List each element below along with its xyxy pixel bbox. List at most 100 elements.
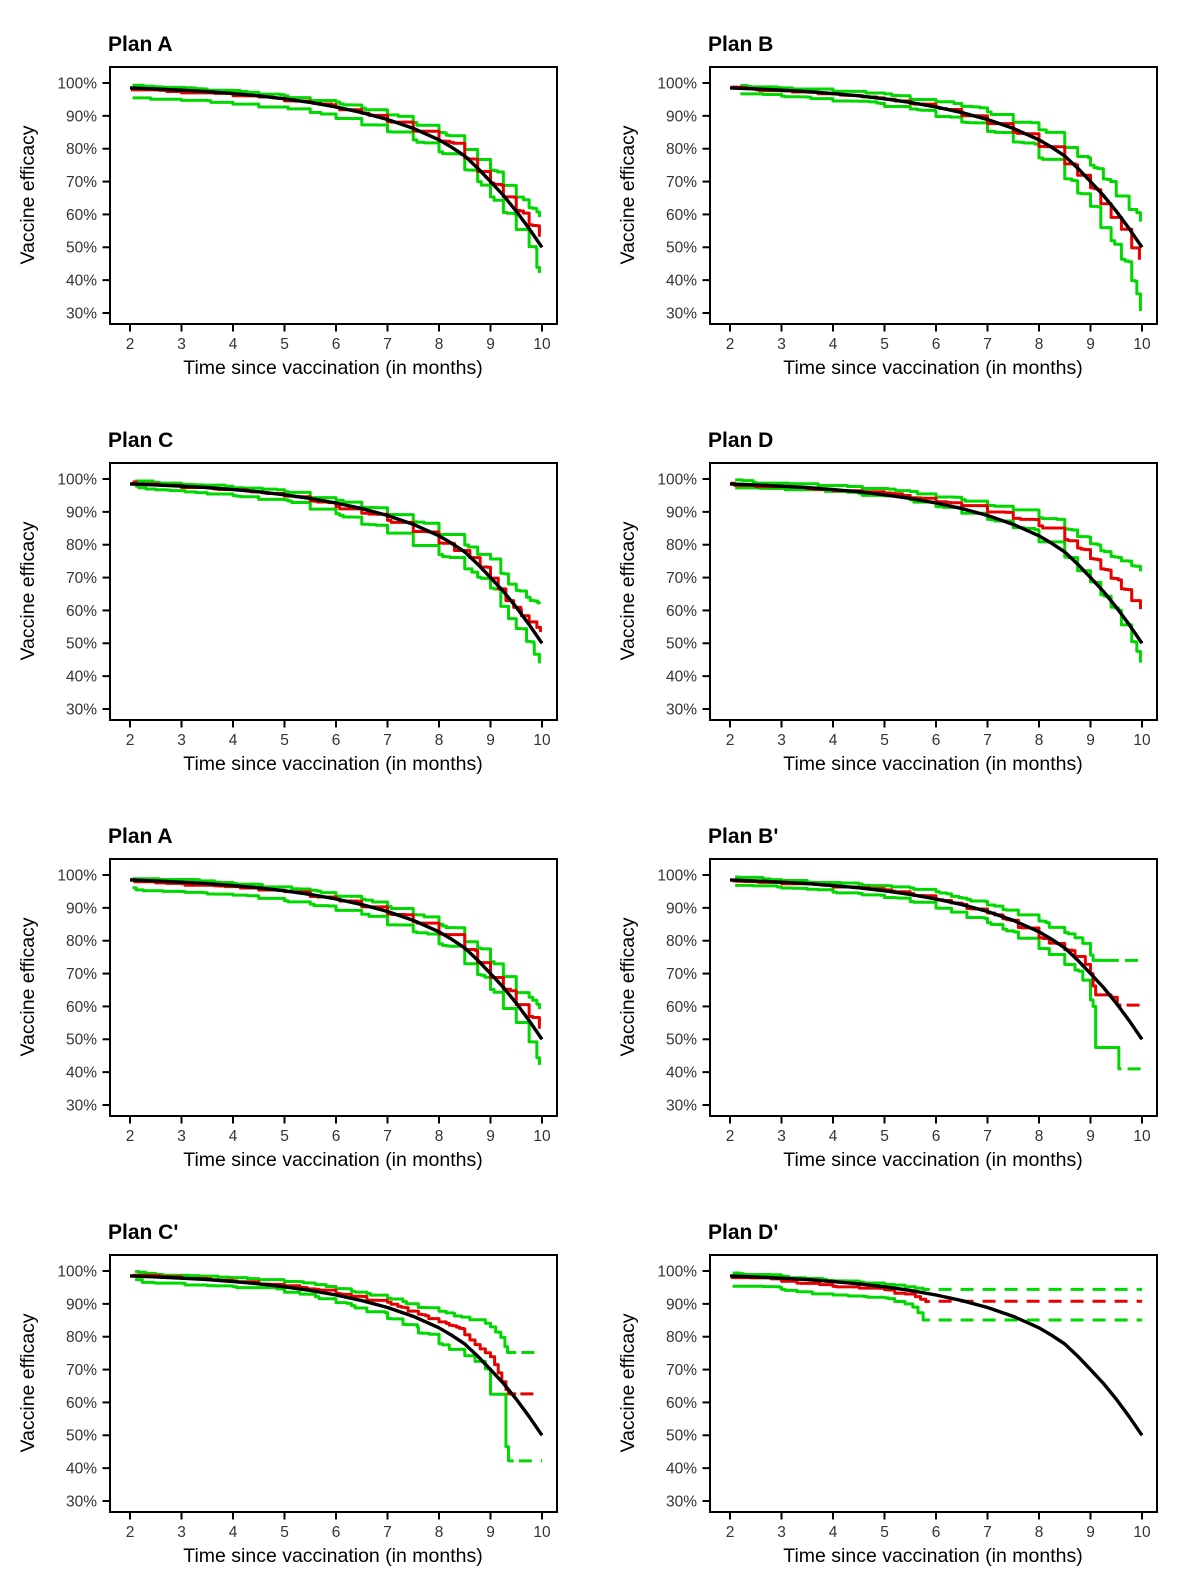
y-tick-label: 60%: [666, 603, 697, 620]
y-tick-label: 70%: [66, 966, 97, 983]
x-tick-label: 9: [486, 1128, 495, 1145]
x-tick-label: 3: [177, 1128, 186, 1145]
confidence-curve: [135, 479, 541, 605]
y-tick-label: 90%: [66, 900, 97, 917]
y-axis-title: Vaccine efficacy: [617, 1313, 639, 1452]
x-tick-label: 8: [435, 336, 444, 353]
x-tick-label: 4: [829, 1524, 838, 1541]
x-axis-title: Time since vaccination (in months): [783, 1149, 1082, 1171]
chart-panel: Plan D' 30% 40% 50% 60% 70% 80% 90% 100% 2 3 4 5 6 7 8 9…: [600, 1188, 1200, 1583]
plot-border: [109, 858, 558, 1117]
confidence-curve: [732, 1284, 930, 1322]
chart-panel: Plan B 30% 40% 50% 60% 70% 80% 90% 100% 2 3 4 5 6 7 8 9 1…: [600, 0, 1200, 396]
y-tick-label: 100%: [57, 867, 97, 884]
x-tick-label: 9: [1086, 732, 1095, 749]
x-tick-label: 6: [932, 732, 941, 749]
x-tick-label: 2: [126, 1524, 135, 1541]
panel-title: Plan B: [708, 33, 773, 56]
y-tick-label: 80%: [666, 933, 697, 950]
x-tick-label: 4: [829, 1128, 838, 1145]
y-tick-label: 80%: [66, 537, 97, 554]
true-curve: [729, 1274, 1144, 1437]
x-tick-label: 6: [932, 1128, 941, 1145]
y-tick-label: 80%: [666, 1329, 697, 1346]
y-tick-label: 60%: [66, 999, 97, 1016]
x-tick-label: 3: [777, 336, 786, 353]
confidence-curve: [740, 92, 1142, 312]
x-tick-label: 6: [332, 732, 341, 749]
x-tick-label: 5: [280, 336, 289, 353]
y-tick-label: 70%: [666, 966, 697, 983]
x-tick-label: 7: [383, 336, 392, 353]
plot-svg: Plan A 30% 40% 50% 60% 70% 80% 90% 100% 2 3 4 5 6 7 8 9 1…: [17, 33, 558, 379]
y-tick-label: 30%: [66, 1097, 97, 1114]
y-tick-label: 60%: [66, 1395, 97, 1412]
confidence-curve: [135, 1270, 517, 1354]
x-tick-label: 9: [486, 336, 495, 353]
x-tick-label: 10: [1133, 336, 1151, 353]
y-tick-label: 40%: [66, 1461, 97, 1478]
y-tick-label: 50%: [66, 1428, 97, 1445]
true-curve: [129, 86, 544, 249]
y-tick-label: 90%: [66, 1296, 97, 1313]
y-tick-label: 50%: [666, 1428, 697, 1445]
x-tick-label: 6: [332, 336, 341, 353]
plot-svg: Plan D 30% 40% 50% 60% 70% 80% 90% 100% 2 3 4 5 6 7 8 9 1…: [617, 429, 1158, 775]
x-axis-title: Time since vaccination (in months): [183, 1545, 482, 1567]
confidence-curve: [132, 877, 541, 1010]
x-tick-label: 9: [486, 1524, 495, 1541]
y-axis-title: Vaccine efficacy: [17, 917, 39, 1056]
y-tick-label: 50%: [66, 636, 97, 653]
x-tick-label: 6: [932, 1524, 941, 1541]
y-axis-title: Vaccine efficacy: [17, 521, 39, 660]
x-tick-label: 4: [229, 1524, 238, 1541]
x-tick-label: 5: [880, 1128, 889, 1145]
y-tick-label: 100%: [57, 75, 97, 92]
y-tick-label: 40%: [666, 1065, 697, 1082]
true-curve: [129, 1274, 544, 1437]
x-tick-label: 2: [126, 1128, 135, 1145]
y-tick-label: 60%: [666, 1395, 697, 1412]
y-tick-label: 40%: [66, 669, 97, 686]
chart-panel: Plan C' 30% 40% 50% 60% 70% 80% 90% 100% 2 3 4 5 6 7 8 9…: [0, 1188, 600, 1583]
x-tick-label: 8: [435, 732, 444, 749]
x-tick-label: 7: [983, 732, 992, 749]
y-tick-label: 80%: [666, 537, 697, 554]
y-tick-label: 80%: [666, 141, 697, 158]
chart-panel: Plan D 30% 40% 50% 60% 70% 80% 90% 100% 2 3 4 5 6 7 8 9 1…: [600, 396, 1200, 792]
plot-border: [109, 462, 558, 721]
y-axis-title: Vaccine efficacy: [17, 1313, 39, 1452]
x-tick-label: 10: [533, 732, 551, 749]
plot-border: [709, 1254, 1158, 1513]
y-tick-label: 70%: [666, 570, 697, 587]
confidence-curve: [135, 1278, 514, 1463]
y-tick-label: 80%: [66, 933, 97, 950]
true-curve: [129, 878, 544, 1041]
x-axis-title: Time since vaccination (in months): [783, 1545, 1082, 1567]
x-tick-label: 3: [777, 1524, 786, 1541]
x-tick-label: 7: [383, 1524, 392, 1541]
x-tick-label: 6: [332, 1524, 341, 1541]
y-tick-label: 30%: [666, 701, 697, 718]
x-tick-label: 5: [280, 1524, 289, 1541]
y-tick-label: 50%: [666, 240, 697, 257]
x-tick-label: 9: [1086, 1524, 1095, 1541]
plot-border: [709, 462, 1158, 721]
x-axis-title: Time since vaccination (in months): [783, 357, 1082, 379]
y-tick-label: 70%: [666, 174, 697, 191]
y-tick-label: 100%: [657, 867, 697, 884]
x-tick-label: 2: [726, 336, 735, 353]
y-tick-label: 100%: [657, 75, 697, 92]
confidence-curve: [132, 83, 541, 218]
y-tick-label: 40%: [66, 273, 97, 290]
x-tick-label: 2: [726, 1128, 735, 1145]
y-tick-label: 50%: [66, 240, 97, 257]
x-tick-label: 3: [777, 732, 786, 749]
y-tick-label: 90%: [666, 504, 697, 521]
x-tick-label: 9: [1086, 336, 1095, 353]
x-axis-title: Time since vaccination (in months): [783, 753, 1082, 775]
x-tick-label: 6: [332, 1128, 341, 1145]
y-tick-label: 60%: [66, 603, 97, 620]
x-tick-label: 3: [777, 1128, 786, 1145]
x-tick-label: 8: [1035, 1524, 1044, 1541]
